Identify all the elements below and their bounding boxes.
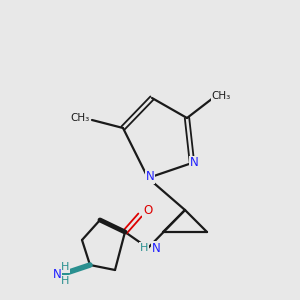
Text: H: H	[61, 262, 69, 272]
Text: O: O	[143, 205, 153, 218]
Text: CH₃: CH₃	[212, 91, 231, 101]
Text: CH₃: CH₃	[70, 113, 90, 123]
Text: N: N	[52, 268, 62, 281]
Text: N: N	[152, 242, 160, 254]
Text: N: N	[190, 157, 198, 169]
Text: H: H	[140, 243, 148, 253]
Text: H: H	[61, 276, 69, 286]
Text: N: N	[146, 170, 154, 184]
